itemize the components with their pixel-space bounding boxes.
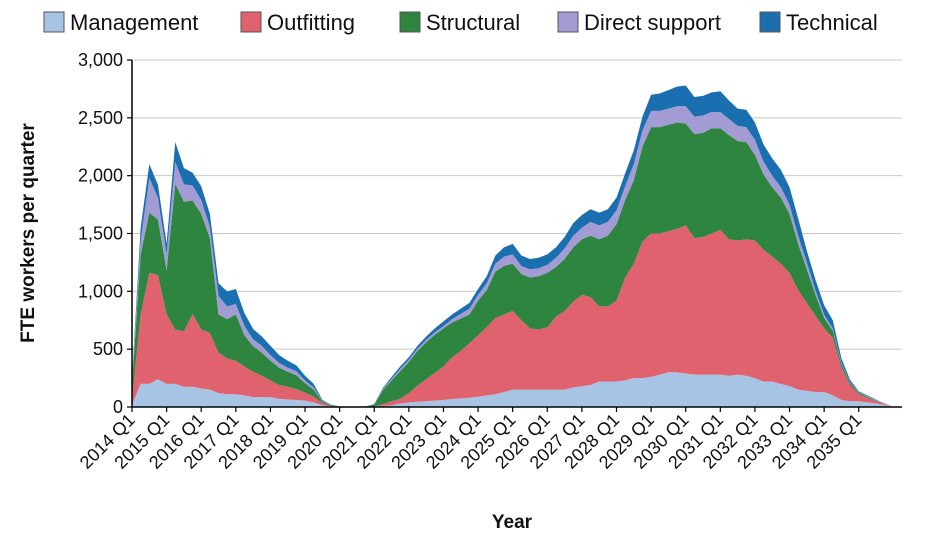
legend-swatch (759, 11, 781, 33)
y-tick-label: 2,500 (78, 108, 123, 128)
axes (127, 59, 902, 412)
y-tick-label: 500 (93, 339, 123, 359)
y-tick-labels: 0 500 1,000 1,500 2,000 2,500 3,000 (78, 50, 123, 417)
legend-item: Structural (399, 10, 520, 35)
area-direct-support (132, 106, 894, 408)
y-axis-title: FTE workers per quarter (18, 123, 39, 343)
legend-item: Outfitting (240, 10, 355, 35)
legend-swatch (43, 11, 65, 33)
legend-label: Direct support (584, 10, 721, 35)
area-structural (132, 122, 894, 408)
y-tick-label: 3,000 (78, 50, 123, 70)
x-axis-title: Year (492, 512, 533, 533)
y-tick-label: 2,000 (78, 166, 123, 186)
legend-item: Direct support (557, 10, 721, 35)
legend-label: Outfitting (267, 10, 355, 35)
area-technical (132, 85, 894, 407)
area-outfitting (132, 225, 894, 407)
y-tick-label: 0 (113, 397, 123, 417)
y-tick-label: 1,500 (78, 224, 123, 244)
legend-swatch (399, 11, 421, 33)
legend-swatch (240, 11, 262, 33)
area-series (132, 85, 894, 408)
y-tick-label: 1,000 (78, 281, 123, 301)
legend-label: Management (70, 10, 198, 35)
legend-label: Structural (426, 10, 520, 35)
legend-label: Technical (786, 10, 878, 35)
legend: Management Outfitting Structural Direct sup… (43, 10, 878, 35)
legend-swatch (557, 11, 579, 33)
legend-item: Management (43, 10, 198, 35)
legend-item: Technical (759, 10, 878, 35)
